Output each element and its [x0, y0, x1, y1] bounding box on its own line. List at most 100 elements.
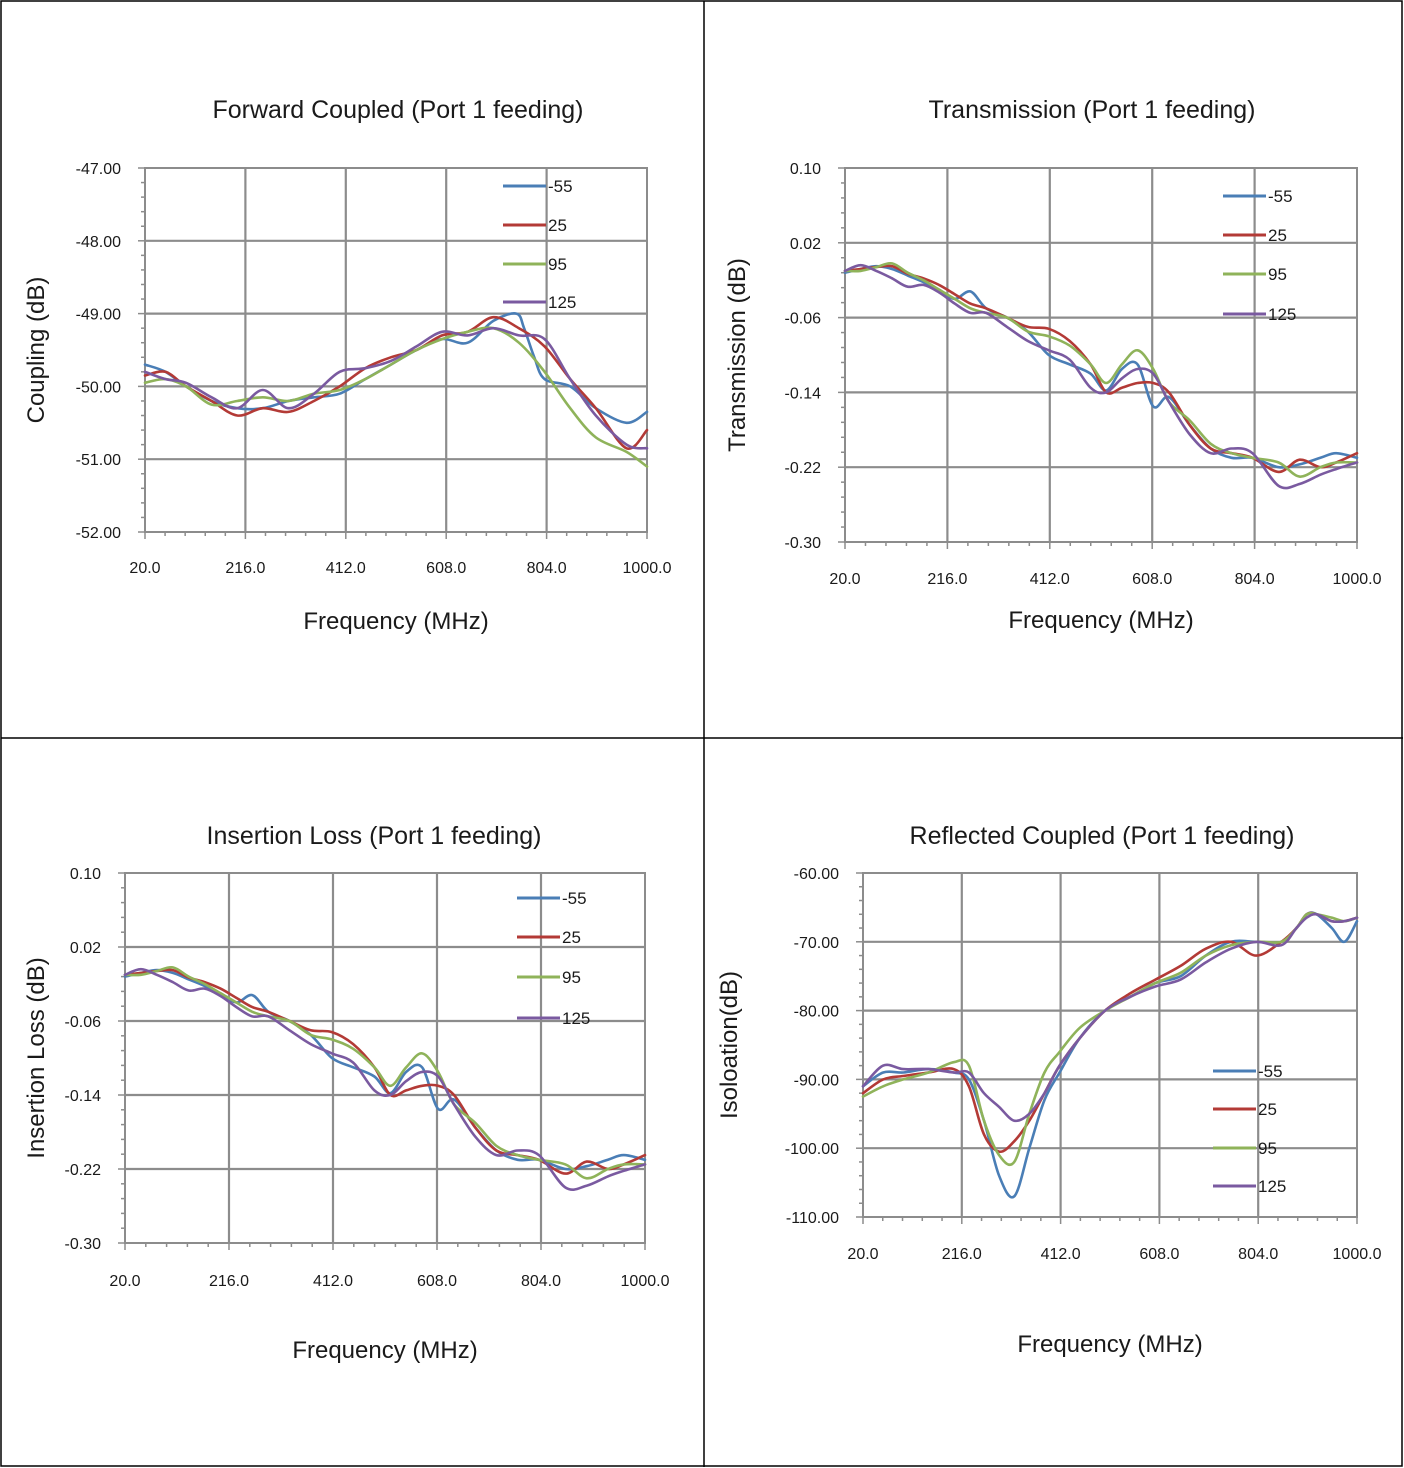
y-tick-label: -49.00 — [76, 307, 121, 324]
x-axis-title: Frequency (MHz) — [292, 1337, 477, 1364]
series-line-125 — [861, 912, 1359, 1123]
series-line-125 — [123, 967, 647, 1191]
plot-area — [844, 167, 1358, 543]
series-line-125 — [143, 326, 649, 450]
y-tick-label: 0.10 — [790, 161, 821, 178]
y-tick-label: -0.22 — [65, 1162, 102, 1179]
legend-entry-label: 95 — [1268, 265, 1287, 284]
y-tick-label: -51.00 — [76, 452, 121, 469]
legend: -55 25 95 125 — [517, 889, 590, 1028]
x-axis-title: Frequency (MHz) — [303, 608, 488, 635]
series-line-25 — [861, 911, 1359, 1154]
legend-entry-label: 125 — [1268, 305, 1296, 324]
legend-entry-label: 25 — [562, 928, 581, 947]
y-tick-label: -0.06 — [65, 1014, 102, 1031]
legend-entry-label: 95 — [548, 255, 567, 274]
x-tick-label: 608.0 — [426, 560, 466, 577]
y-axis-title: Insertion Loss (dB) — [23, 957, 50, 1158]
chart-4: Reflected Coupled (Port 1 feeding) 20.0 21… — [716, 822, 1382, 1358]
y-tick-label: -0.30 — [785, 535, 822, 552]
y-tick-label: -110.00 — [786, 1210, 839, 1227]
series-line-minus-55 — [843, 264, 1359, 469]
y-tick-label: -47.00 — [76, 161, 121, 178]
legend-entry-label: 25 — [548, 216, 567, 235]
legend-entry-label: 125 — [1258, 1177, 1286, 1196]
y-tick-label: 0.02 — [70, 940, 101, 957]
y-tick-label: -48.00 — [76, 234, 121, 251]
x-tick-label: 804.0 — [527, 560, 567, 577]
plot-area — [124, 872, 646, 1244]
x-tick-label: 1000.0 — [1333, 1246, 1382, 1263]
series-line-95 — [123, 965, 647, 1180]
plot-area — [862, 872, 1358, 1218]
y-tick-label: 0.10 — [70, 866, 101, 883]
series-line-minus-55 — [861, 911, 1359, 1199]
y-tick-label: -0.14 — [65, 1088, 102, 1105]
y-tick-label: -0.30 — [65, 1236, 102, 1253]
x-tick-label: 20.0 — [109, 1273, 140, 1290]
x-tick-label: 216.0 — [927, 571, 967, 588]
y-tick-label: -60.00 — [794, 866, 839, 883]
y-tick-label: -80.00 — [794, 1004, 839, 1021]
x-axis-title: Frequency (MHz) — [1008, 607, 1193, 634]
series-line-95 — [861, 911, 1359, 1167]
x-tick-label: 412.0 — [313, 1273, 353, 1290]
chart-title: Insertion Loss (Port 1 feeding) — [207, 822, 542, 850]
x-tick-label: 608.0 — [1132, 571, 1172, 588]
legend-entry-label: 125 — [562, 1009, 590, 1028]
chart-3: Insertion Loss (Port 1 feeding) 20.0 216.0… — [23, 822, 670, 1364]
legend-entry-label: 25 — [1258, 1100, 1277, 1119]
legend: -55 25 95 125 — [1223, 187, 1296, 324]
x-tick-label: 412.0 — [326, 560, 366, 577]
chart-title: Transmission (Port 1 feeding) — [929, 96, 1256, 124]
x-tick-label: 216.0 — [225, 560, 265, 577]
chart-1: Forward Coupled (Port 1 feeding) 20.0 216.… — [23, 96, 672, 635]
x-tick-label: 804.0 — [1235, 571, 1275, 588]
legend-entry-label: 95 — [1258, 1139, 1277, 1158]
x-tick-label: 20.0 — [129, 560, 160, 577]
legend: -55 25 95 125 — [1213, 1062, 1286, 1196]
legend-entry-label: -55 — [562, 889, 587, 908]
series-line-95 — [843, 261, 1359, 478]
series-line-25 — [123, 968, 647, 1175]
y-tick-label: -70.00 — [794, 935, 839, 952]
x-tick-label: 608.0 — [417, 1273, 457, 1290]
series-line-minus-55 — [123, 968, 647, 1171]
x-axis-title: Frequency (MHz) — [1017, 1331, 1202, 1358]
y-tick-label: -0.06 — [785, 311, 822, 328]
x-tick-label: 20.0 — [847, 1246, 878, 1263]
series-line-125 — [843, 263, 1359, 490]
series-line-95 — [143, 326, 649, 468]
y-axis-title: Coupling (dB) — [23, 277, 50, 424]
legend-entry-label: 95 — [562, 968, 581, 987]
x-tick-label: 1000.0 — [1333, 571, 1382, 588]
legend: -55 25 95 125 — [503, 177, 576, 312]
x-tick-label: 804.0 — [1238, 1246, 1278, 1263]
x-tick-label: 216.0 — [209, 1273, 249, 1290]
y-axis-title: Isoloation(dB) — [716, 971, 743, 1119]
y-tick-label: -50.00 — [76, 379, 121, 396]
y-tick-label: -90.00 — [794, 1072, 839, 1089]
legend-entry-label: -55 — [1268, 187, 1293, 206]
x-tick-label: 20.0 — [829, 571, 860, 588]
x-tick-label: 412.0 — [1030, 571, 1070, 588]
y-tick-label: -0.22 — [785, 460, 822, 477]
y-tick-label: -0.14 — [785, 385, 822, 402]
y-tick-label: -52.00 — [76, 525, 121, 542]
x-tick-label: 804.0 — [521, 1273, 561, 1290]
legend-entry-label: 25 — [1268, 226, 1287, 245]
series-line-25 — [843, 264, 1359, 474]
legend-entry-label: 125 — [548, 293, 576, 312]
y-axis-title: Transmission (dB) — [724, 258, 751, 452]
y-tick-label: -100.00 — [785, 1141, 839, 1158]
legend-entry-label: -55 — [548, 177, 573, 196]
x-tick-label: 1000.0 — [621, 1273, 670, 1290]
chart-title: Forward Coupled (Port 1 feeding) — [212, 96, 583, 124]
chart-2: Transmission (Port 1 feeding) 20.0 216.0 41… — [724, 96, 1382, 634]
plot-area — [144, 167, 648, 533]
x-tick-label: 412.0 — [1041, 1246, 1081, 1263]
legend-entry-label: -55 — [1258, 1062, 1283, 1081]
x-tick-label: 1000.0 — [623, 560, 672, 577]
